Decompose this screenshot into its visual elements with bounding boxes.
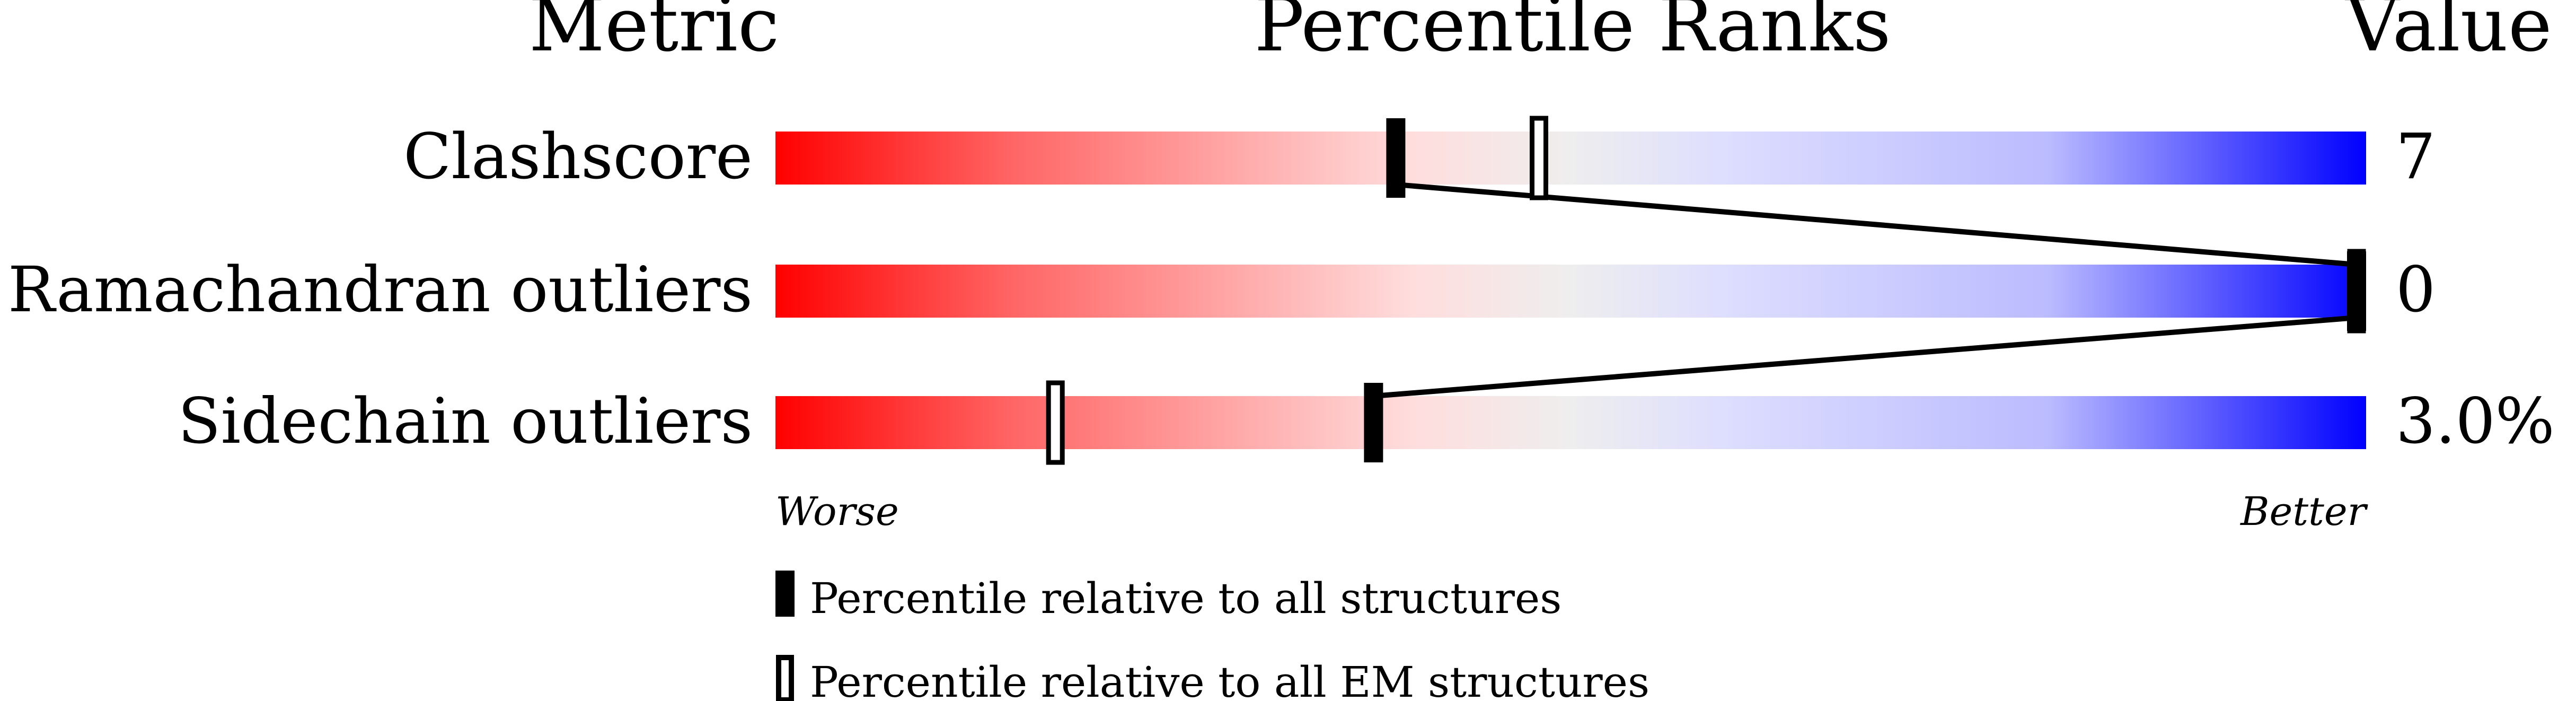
percentile-bar	[775, 265, 2366, 318]
legend-label-em: Percentile relative to all EM structures	[810, 658, 1649, 701]
connector-line	[1395, 182, 2357, 267]
legend-label-all: Percentile relative to all structures	[810, 574, 1562, 623]
header-value: Value	[2344, 0, 2552, 68]
connector-line	[1373, 315, 2357, 399]
metric-label: Clashscore	[403, 120, 753, 193]
metric-value: 0	[2396, 253, 2436, 326]
header-metric: Metric	[529, 0, 780, 68]
legend-open-marker	[776, 655, 794, 701]
percentile-bar	[775, 396, 2366, 449]
all-percentile-marker	[2347, 251, 2366, 331]
header-percentile: Percentile Ranks	[1254, 0, 1891, 68]
all-percentile-marker	[1386, 118, 1406, 198]
axis-better: Better	[2239, 489, 2368, 534]
metric-value: 7	[2396, 120, 2436, 193]
em-percentile-marker	[1529, 116, 1548, 200]
metric-label: Sidechain outliers	[178, 384, 753, 458]
percentile-bar	[775, 132, 2366, 185]
all-percentile-marker	[1364, 383, 1383, 462]
axis-worse: Worse	[775, 489, 899, 534]
legend-filled-marker	[775, 571, 795, 617]
metric-label: Ramachandran outliers	[8, 253, 753, 326]
em-percentile-marker	[1046, 380, 1065, 465]
metric-value: 3.0%	[2396, 384, 2555, 458]
